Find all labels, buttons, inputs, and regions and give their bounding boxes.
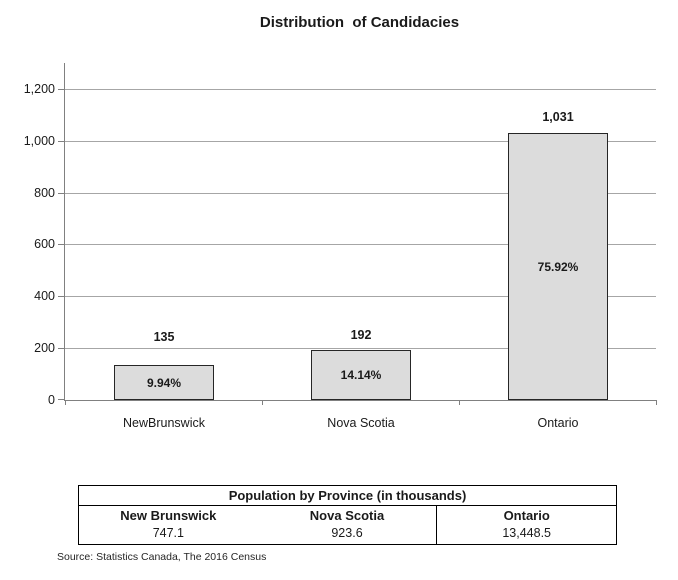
y-axis-tick-label: 1,000 [23, 134, 55, 148]
table-column: Ontario 13,448.5 [436, 506, 616, 544]
y-tick [58, 89, 64, 90]
plot-area: 0 200 400 600 800 1,000 1,200 9.94% 135 NewBrunsw… [24, 63, 657, 430]
y-tick [58, 193, 64, 194]
gridline [65, 141, 656, 142]
table-column-header: New Brunswick [120, 508, 217, 523]
table-column: Nova Scotia 923.6 [258, 506, 437, 544]
x-tick [459, 400, 460, 405]
table-column-header: Ontario [503, 508, 550, 523]
table-title: Population by Province (in thousands) [79, 486, 616, 506]
y-axis-tick-label: 200 [34, 341, 55, 355]
gridline [65, 348, 656, 349]
x-tick [656, 400, 657, 405]
bar-value-label: 135 [153, 330, 175, 344]
y-tick [58, 296, 64, 297]
table-column: New Brunswick 747.1 [79, 506, 258, 544]
bar-value-label: 1,031 [542, 110, 574, 124]
y-tick [58, 348, 64, 349]
table-cell-value: 923.6 [331, 526, 363, 540]
bar [311, 350, 411, 400]
table-column-header: Nova Scotia [309, 508, 385, 523]
population-table: Population by Province (in thousands) Ne… [78, 485, 617, 545]
y-tick [58, 141, 64, 142]
bar-percent-label: 75.92% [537, 259, 579, 274]
y-axis-tick-label: 800 [34, 186, 55, 200]
x-axis-category-label: Ontario [537, 416, 579, 430]
gridline [65, 296, 656, 297]
x-tick [262, 400, 263, 405]
bar [508, 133, 608, 400]
y-axis-tick-label: 1,200 [23, 82, 55, 96]
y-tick [58, 399, 64, 400]
x-axis-category-label: Nova Scotia [327, 416, 395, 430]
gridline [65, 244, 656, 245]
x-tick [65, 400, 66, 405]
chart-title: Distribution of Candidacies [259, 14, 460, 31]
y-tick [58, 244, 64, 245]
bar-percent-label: 14.14% [340, 368, 382, 382]
y-axis-tick-label: 400 [34, 289, 55, 303]
gridline [65, 89, 656, 90]
gridline [65, 193, 656, 194]
bar-value-label: 192 [350, 328, 372, 342]
table-cell-value: 13,448.5 [502, 526, 552, 540]
y-axis-tick-label: 0 [48, 393, 55, 407]
y-axis-tick-label: 600 [34, 237, 55, 251]
x-axis-category-label: NewBrunswick [123, 416, 205, 430]
table-body: New Brunswick 747.1 Nova Scotia 923.6 Ontari… [79, 506, 616, 544]
table-cell-value: 747.1 [152, 526, 184, 540]
bar [114, 365, 214, 400]
source-note: Source: Statistics Canada, The 2016 Cens… [57, 551, 267, 563]
bar-percent-label: 9.94% [146, 375, 182, 390]
